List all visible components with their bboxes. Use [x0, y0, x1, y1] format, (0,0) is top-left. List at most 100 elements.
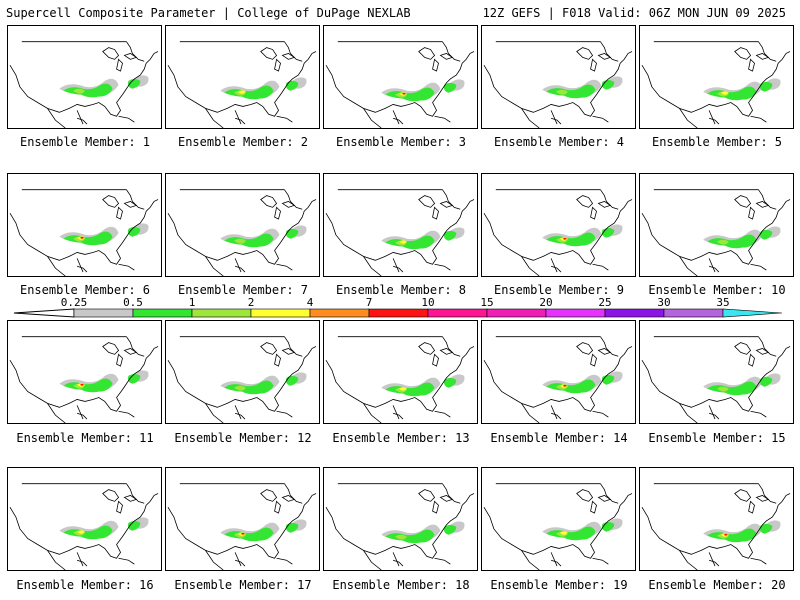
scp-contour: [399, 387, 407, 391]
great-lakes: [102, 342, 138, 367]
ensemble-map-panel: [323, 467, 478, 571]
scp-contour: [723, 533, 728, 536]
scp-contour: [546, 232, 596, 247]
scp-contour: [285, 522, 299, 533]
scp-contour: [63, 231, 113, 246]
gulf-outline: [76, 265, 88, 273]
mexico-outline: [521, 550, 558, 570]
coastline: [325, 199, 475, 265]
map-graphic: [167, 189, 317, 276]
great-lakes: [418, 342, 454, 367]
gulf-outline: [234, 559, 246, 567]
scp-contour: [707, 528, 757, 543]
scp-contour: [234, 385, 246, 391]
coastline: [325, 51, 475, 117]
scp-contour: [63, 378, 113, 393]
coastline: [483, 199, 633, 265]
scp-contour: [127, 226, 141, 237]
border-line: [653, 189, 777, 210]
cuba-outline: [276, 115, 293, 123]
great-lakes: [576, 489, 612, 514]
ensemble-map-panel: [323, 173, 478, 277]
map-graphic: [641, 483, 791, 570]
gulf-outline: [550, 265, 562, 273]
scp-contour: [716, 386, 729, 392]
great-lakes: [418, 47, 454, 72]
border-line: [653, 336, 777, 357]
scp-contour: [546, 526, 596, 541]
ensemble-map-panel: [639, 320, 794, 424]
scp-contour: [238, 90, 246, 94]
valid-time: 12Z GEFS | F018 Valid: 06Z MON JUN 09 20…: [482, 6, 786, 20]
panel-label: Ensemble Member: 3: [335, 135, 467, 149]
coastline: [167, 51, 317, 117]
scp-contour: [224, 85, 274, 100]
scp-contour: [73, 88, 85, 94]
scale-left-arrow: [13, 308, 75, 318]
gulf-outline: [708, 412, 720, 420]
great-lakes: [418, 195, 454, 220]
great-lakes: [260, 489, 296, 514]
coastline: [641, 493, 791, 559]
scp-contour: [80, 236, 85, 239]
map-graphic: [641, 336, 791, 423]
scp-contour: [601, 79, 615, 90]
scale-tick-label: 25: [598, 296, 612, 309]
scp-contour: [63, 525, 113, 540]
great-lakes: [734, 195, 770, 220]
coastline: [641, 51, 791, 117]
scale-tick-label: 0.25: [60, 296, 88, 309]
scp-contour: [77, 530, 85, 534]
cuba-outline: [276, 557, 293, 565]
great-lakes: [260, 342, 296, 367]
ensemble-map-panel: [7, 173, 162, 277]
mexico-outline: [679, 403, 716, 423]
great-lakes: [260, 195, 296, 220]
map-graphic: [9, 189, 159, 276]
panel-label: Ensemble Member: 2: [177, 135, 309, 149]
gulf-outline: [392, 559, 404, 567]
scp-contour: [80, 383, 85, 386]
scale-tick-label: 10: [421, 296, 435, 309]
cuba-outline: [276, 410, 293, 418]
scp-contour: [385, 382, 435, 397]
cuba-outline: [750, 263, 767, 271]
ensemble-map-panel: [639, 467, 794, 571]
ensemble-map-panel: [165, 25, 320, 129]
ensemble-map-panel: [481, 173, 636, 277]
scp-contour: [127, 373, 141, 384]
mexico-outline: [679, 550, 716, 570]
ensemble-map-panel: [323, 320, 478, 424]
border-line: [179, 483, 303, 504]
coastline: [483, 346, 633, 412]
great-lakes: [576, 47, 612, 72]
panel-label: Ensemble Member: 14: [490, 431, 628, 445]
coastline: [9, 346, 159, 412]
gulf-outline: [234, 117, 246, 125]
coastline: [9, 199, 159, 265]
map-graphic: [9, 336, 159, 423]
gulf-outline: [392, 412, 404, 420]
cuba-outline: [592, 410, 609, 418]
coastline: [325, 346, 475, 412]
scp-contour: [759, 81, 773, 92]
border-line: [495, 483, 619, 504]
mexico-outline: [679, 108, 716, 128]
panel-label: Ensemble Member: 19: [490, 578, 628, 592]
cuba-outline: [592, 115, 609, 123]
gulf-outline: [550, 559, 562, 567]
panel-label: Ensemble Member: 11: [16, 431, 154, 445]
coastline: [167, 199, 317, 265]
panel-label: Ensemble Member: 5: [651, 135, 783, 149]
map-graphic: [483, 41, 633, 128]
scale-segment: [486, 308, 547, 318]
mexico-outline: [363, 550, 400, 570]
scp-contour: [63, 83, 113, 98]
ensemble-map-panel: [639, 25, 794, 129]
map-graphic: [9, 483, 159, 570]
scale-tick-label: 7: [365, 296, 373, 309]
map-graphic: [483, 336, 633, 423]
cuba-outline: [434, 410, 451, 418]
coastline: [483, 493, 633, 559]
great-lakes: [734, 489, 770, 514]
